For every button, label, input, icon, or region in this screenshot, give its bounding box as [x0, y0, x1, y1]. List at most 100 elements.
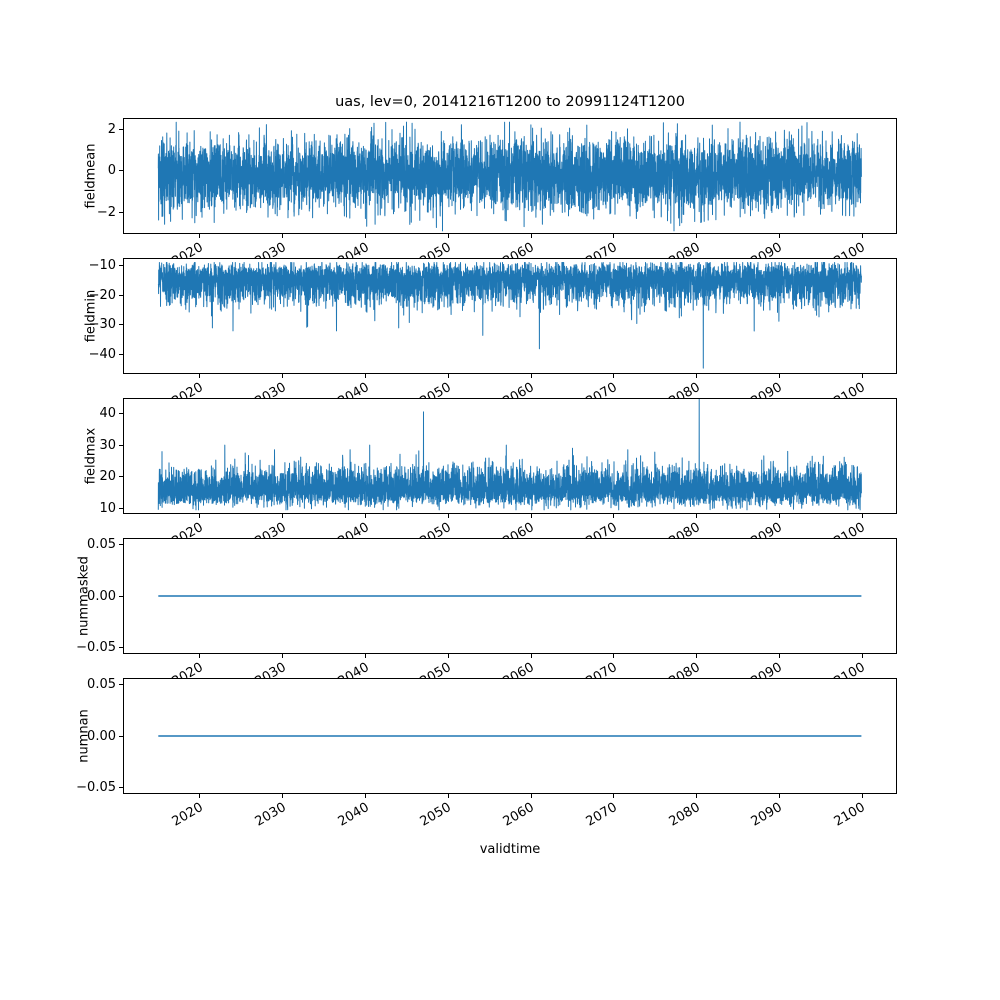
- subplot-fieldmean: [123, 118, 897, 234]
- series-line-fieldmax: [157, 399, 862, 511]
- y-tick-mark: [119, 128, 123, 130]
- x-tick-mark: [447, 234, 449, 238]
- x-tick-label: 2090: [749, 800, 786, 830]
- subplot-nummasked: [123, 538, 897, 654]
- x-tick-mark: [861, 234, 863, 238]
- x-tick-label: 2030: [252, 800, 289, 830]
- y-axis-label-fieldmean: fieldmean: [83, 143, 99, 209]
- x-tick-mark: [778, 234, 780, 238]
- x-tick-mark: [696, 654, 698, 658]
- y-tick-label: 0.00: [87, 588, 116, 604]
- y-tick-mark: [119, 786, 123, 788]
- x-tick-mark: [696, 514, 698, 518]
- x-tick-mark: [447, 794, 449, 798]
- y-tick-mark: [119, 507, 123, 509]
- x-tick-mark: [530, 654, 532, 658]
- y-tick-label: 2: [107, 121, 116, 137]
- x-tick-mark: [199, 374, 201, 378]
- x-tick-mark: [199, 514, 201, 518]
- plot-area-fieldmax: [157, 399, 862, 511]
- x-tick-label: 2050: [417, 800, 455, 830]
- x-tick-mark: [282, 654, 284, 658]
- x-tick-mark: [613, 234, 615, 238]
- plot-area-fieldmin: [157, 262, 862, 369]
- plot-area-numnan: [158, 735, 862, 737]
- y-tick-label: 40: [99, 405, 116, 421]
- x-axis-label: validtime: [479, 842, 541, 857]
- x-tick-mark: [861, 514, 863, 518]
- x-tick-mark: [778, 374, 780, 378]
- x-tick-label: 2080: [666, 800, 703, 830]
- x-tick-mark: [282, 374, 284, 378]
- x-tick-label: 2020: [169, 800, 206, 830]
- x-tick-mark: [613, 794, 615, 798]
- plot-area-fieldmean: [157, 121, 862, 232]
- y-tick-label: 0.05: [87, 537, 116, 553]
- y-tick-mark: [119, 211, 123, 213]
- x-tick-mark: [365, 654, 367, 658]
- y-axis-label-numnan: numnan: [76, 709, 92, 763]
- x-tick-mark: [613, 374, 615, 378]
- x-tick-mark: [447, 374, 449, 378]
- y-tick-mark: [119, 544, 123, 546]
- x-tick-mark: [530, 374, 532, 378]
- x-tick-mark: [861, 654, 863, 658]
- series-line-fieldmean: [157, 121, 862, 232]
- y-tick-label: −10: [88, 257, 116, 273]
- y-tick-mark: [119, 684, 123, 686]
- y-tick-mark: [119, 264, 123, 266]
- x-tick-mark: [778, 794, 780, 798]
- y-tick-label: −2: [96, 204, 116, 220]
- y-tick-mark: [119, 476, 123, 478]
- x-tick-mark: [861, 794, 863, 798]
- y-tick-label: 20: [99, 469, 116, 485]
- x-tick-mark: [365, 514, 367, 518]
- x-tick-mark: [696, 374, 698, 378]
- y-tick-label: −20: [88, 287, 116, 303]
- x-tick-label: 2070: [583, 800, 620, 830]
- plot-area-nummasked: [158, 595, 862, 597]
- x-tick-mark: [199, 794, 201, 798]
- y-tick-label: 10: [99, 500, 116, 516]
- x-tick-label: 2100: [831, 800, 868, 830]
- x-tick-label: 2040: [335, 800, 372, 830]
- series-line-fieldmin: [157, 262, 862, 369]
- x-tick-mark: [365, 794, 367, 798]
- y-tick-mark: [119, 324, 123, 326]
- y-tick-label: 0.05: [87, 677, 116, 693]
- x-tick-mark: [199, 234, 201, 238]
- y-axis-label-fieldmin: fieldmin: [83, 289, 99, 343]
- x-tick-mark: [861, 374, 863, 378]
- x-tick-mark: [282, 234, 284, 238]
- y-tick-mark: [119, 294, 123, 296]
- x-tick-mark: [613, 654, 615, 658]
- y-tick-label: 0: [107, 163, 116, 179]
- x-tick-mark: [530, 514, 532, 518]
- y-tick-label: −0.05: [76, 639, 116, 655]
- y-tick-label: −40: [88, 347, 116, 363]
- x-tick-label: 2060: [500, 800, 537, 830]
- y-tick-mark: [119, 595, 123, 597]
- x-tick-mark: [282, 514, 284, 518]
- x-tick-mark: [199, 654, 201, 658]
- subplot-fieldmin: [123, 258, 897, 374]
- y-tick-mark: [119, 170, 123, 172]
- y-tick-label: −30: [88, 317, 116, 333]
- subplot-fieldmax: [123, 398, 897, 514]
- y-axis-label-fieldmax: fieldmax: [83, 427, 99, 485]
- x-tick-mark: [530, 234, 532, 238]
- subplot-numnan: [123, 678, 897, 794]
- x-tick-mark: [530, 794, 532, 798]
- y-tick-mark: [119, 412, 123, 414]
- x-tick-mark: [282, 794, 284, 798]
- y-axis-label-nummasked: nummasked: [76, 556, 92, 636]
- x-tick-mark: [365, 234, 367, 238]
- x-tick-mark: [365, 374, 367, 378]
- x-tick-mark: [778, 654, 780, 658]
- x-tick-mark: [778, 514, 780, 518]
- y-tick-mark: [119, 354, 123, 356]
- x-tick-mark: [447, 514, 449, 518]
- y-tick-label: −0.05: [76, 779, 116, 795]
- y-tick-label: 30: [99, 437, 116, 453]
